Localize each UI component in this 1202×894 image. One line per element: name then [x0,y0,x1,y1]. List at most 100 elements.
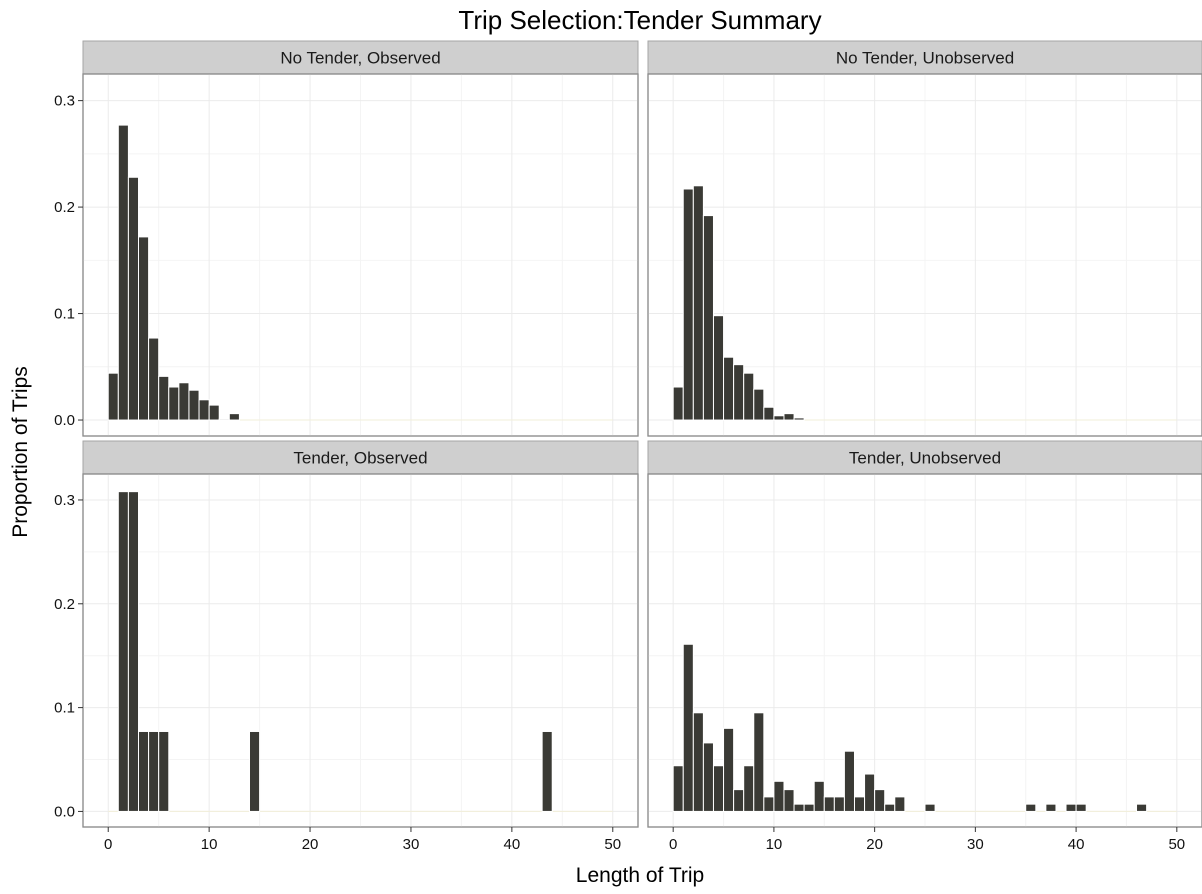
facet-border [647,473,1202,828]
facet-border [82,473,639,828]
x-tick-label: 0 [669,836,677,853]
histogram-bar [228,413,240,421]
histogram-bar [692,712,704,812]
histogram-bar [1065,803,1077,812]
y-axis-title: Proportion of Trips [9,366,32,538]
histogram-bar [117,124,129,421]
x-tick-label: 20 [302,836,319,853]
histogram-bar [874,789,886,812]
facet-strip-label: No Tender, Observed [280,49,440,68]
histogram-bar [793,417,805,421]
histogram-bar [733,789,745,812]
y-tick-label: 0.3 [54,93,75,110]
y-tick-label: 0.0 [54,803,75,820]
histogram-bar [864,773,876,812]
histogram-bar [702,742,714,812]
histogram-bar [168,386,180,421]
histogram-bar [783,413,795,421]
histogram-bar [843,750,855,812]
facet-panel: Tender, Unobserved 0 10 20 30 40 50 [647,440,1202,853]
y-tick-label: 0.2 [54,199,75,216]
histogram-bar [1045,803,1057,812]
x-axis-title: Length of Trip [576,864,704,887]
y-tick-label: 0.1 [54,700,75,717]
y-tick-label: 0.3 [54,492,75,509]
x-tick-label: 40 [504,836,521,853]
histogram-bar [753,712,765,812]
histogram-bar [853,796,866,812]
facet-panel: No Tender, Unobserved [647,40,1202,437]
histogram-bar [218,418,230,421]
histogram-bar [148,730,160,812]
histogram-bar [783,789,795,812]
facet-border [82,73,639,437]
histogram-bar [723,356,735,421]
facet-strip [647,40,1202,75]
facet-border [647,73,1202,437]
histogram-bar [138,236,150,421]
histogram-bar [753,388,765,421]
histogram-bar [541,730,553,812]
x-tick-label: 20 [866,836,883,853]
facet-panel: Tender, Observed 0.0 0.1 0.2 0.3 0 10 20 30 40 50 [54,440,639,853]
histogram-bar [743,765,755,812]
facet-strip-label: Tender, Unobserved [849,449,1001,468]
histogram-bar [743,372,755,421]
histogram-bar [682,643,694,812]
histogram-bar [1136,803,1148,812]
histogram-bar [692,185,704,421]
figure-title: Trip Selection:Tender Summary [458,5,821,35]
histogram-bar [158,375,170,421]
histogram-bar [107,372,119,421]
histogram-bar [894,796,906,812]
histogram-bar [813,780,825,812]
histogram-bar [884,803,896,812]
facet-strip [82,40,639,75]
x-tick-label: 0 [104,836,112,853]
histogram-bar [763,796,775,812]
x-tick-label: 10 [201,836,218,853]
facet-strip-label: Tender, Observed [293,449,427,468]
facet-strip [647,440,1202,475]
histogram-bar [188,389,200,421]
histogram-bar [712,315,725,421]
histogram-bar [803,803,815,812]
facet-strip [82,440,639,475]
histogram-bar [178,382,190,421]
histogram-bar [198,399,210,421]
histogram-bar [208,404,220,421]
facet-panel: No Tender, Observed 0.0 0.1 0.2 0.3 [54,40,639,437]
histogram-bar [117,491,129,812]
histogram-bar [158,730,170,812]
histogram-bar [833,796,845,812]
x-tick-label: 30 [967,836,984,853]
histogram-bar [924,803,936,812]
histogram-bar [702,215,714,421]
histogram-bar [672,765,684,812]
histogram-bar [672,386,684,421]
histogram-bar [1075,803,1087,812]
y-tick-label: 0.1 [54,306,75,323]
histogram-bar [249,730,261,812]
histogram-bar [1025,803,1037,812]
x-tick-label: 30 [403,836,420,853]
histogram-bar [793,803,805,812]
histogram-bar [733,364,745,421]
x-tick-label: 40 [1068,836,1085,853]
histogram-bar [138,730,150,812]
facet-strip-label: No Tender, Unobserved [836,49,1014,68]
x-tick-label: 50 [1168,836,1185,853]
histogram-bar [127,491,139,812]
histogram-bar [148,337,160,421]
histogram-bar [773,780,785,812]
histogram-bar [682,188,694,421]
x-tick-label: 50 [604,836,621,853]
histogram-bar [127,176,139,421]
y-tick-label: 0.0 [54,412,75,429]
histogram-bar [712,765,725,812]
histogram-bar [773,415,785,421]
histogram-bar [763,406,775,421]
x-tick-label: 10 [766,836,783,853]
